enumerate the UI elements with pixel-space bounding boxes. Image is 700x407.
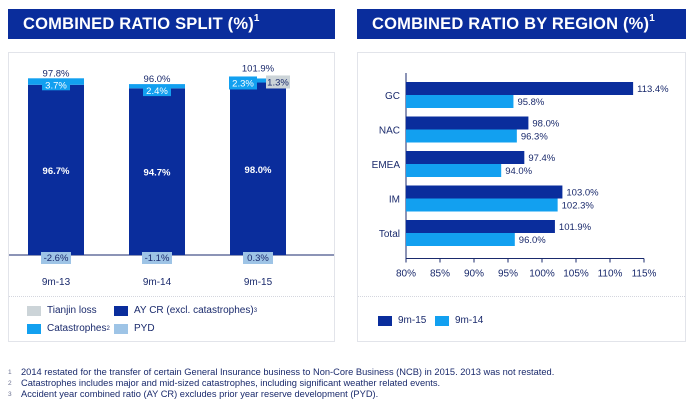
x-tick-label: 95%: [498, 269, 518, 280]
legend-label: Catastrophes: [47, 323, 107, 334]
label-pyd: -2.6%: [44, 253, 69, 264]
right-chart-title: COMBINED RATIO BY REGION (%): [372, 15, 650, 33]
legend-item: AY CR (excl. catastrophes) 3: [114, 305, 257, 316]
y-category-label: GC: [385, 91, 400, 102]
x-tick-label: 9m-13: [42, 277, 71, 288]
combined-ratio-split-panel: 96.7% 3.7% 97.8% -2.6% 9m-13 94.7% 2.4% 96.0% -1…: [8, 52, 335, 342]
label-pyd: -1.1%: [145, 253, 170, 264]
x-tick-label: 9m-14: [143, 277, 172, 288]
value-label-9m-15: 98.0%: [532, 119, 559, 130]
combined-ratio-region-chart: 113.4% 95.8% GC 98.0% 96.3% NAC 97.4% 94.0% EMEA…: [372, 73, 669, 280]
legend-item: Tianjin loss: [27, 305, 97, 316]
bar-catastrophes: [230, 78, 286, 83]
bar-ay-cr: [230, 82, 286, 255]
legend-swatch: [114, 323, 128, 334]
legend-swatch: [27, 323, 41, 334]
x-tick-label: 115%: [632, 269, 657, 280]
bar-9m-14: [406, 198, 558, 212]
left-chart-title-footnote: 1: [253, 13, 260, 24]
legend-label: 9m-15: [398, 315, 427, 326]
legend-swatch: [27, 305, 41, 316]
legend-item: PYD: [114, 323, 155, 334]
legend-label: PYD: [134, 323, 155, 334]
label-total: 101.9%: [242, 63, 275, 74]
label-bg-catastrophes: [229, 76, 257, 90]
bar-ay-cr: [28, 84, 84, 255]
legend-label: Tianjin loss: [47, 305, 97, 316]
x-tick-label: 85%: [430, 269, 450, 280]
legend-item: 9m-14: [435, 315, 483, 326]
bar-ay-cr: [129, 88, 185, 255]
value-label-9m-15: 113.4%: [637, 84, 669, 95]
x-tick-label: 90%: [464, 269, 484, 280]
left-chart-title: COMBINED RATIO SPLIT (%): [23, 15, 254, 33]
x-tick-label: 80%: [396, 269, 416, 280]
legend-footnote: 3: [253, 307, 258, 314]
bar-9m-15: [406, 185, 563, 199]
label-ay-cr: 96.7%: [43, 166, 70, 177]
label-catastrophes: 3.7%: [45, 80, 67, 91]
legend-swatch: [435, 315, 449, 326]
bar-9m-14: [406, 95, 514, 108]
bar-9m-15: [406, 82, 634, 95]
bar-pyd: [142, 252, 172, 264]
x-tick-label: 100%: [529, 269, 555, 280]
value-label-9m-14: 96.3%: [521, 132, 548, 143]
value-label-9m-15: 103.0%: [566, 188, 599, 199]
label-total: 97.8%: [43, 68, 70, 79]
bar-9m-14: [406, 164, 502, 177]
legend-footnote: 2: [106, 325, 110, 332]
value-label-9m-14: 102.3%: [562, 201, 595, 212]
label-total: 96.0%: [144, 74, 171, 85]
bar-pyd: [243, 252, 273, 264]
legend-separator: [9, 296, 334, 297]
label-ay-cr: 98.0%: [245, 165, 272, 176]
right-chart-title-footnote: 1: [649, 13, 656, 24]
bar-tianjin-loss: [266, 75, 290, 89]
label-catastrophes: 2.4%: [146, 86, 168, 97]
footnote-2: 2 Catastrophes includes major and mid-siz…: [8, 378, 441, 388]
combined-ratio-region-panel: 113.4% 95.8% GC 98.0% 96.3% NAC 97.4% 94.0% EMEA…: [357, 52, 686, 342]
x-tick-label: 105%: [563, 269, 589, 280]
label-ay-cr: 94.7%: [144, 168, 171, 179]
value-label-9m-14: 96.0%: [519, 235, 546, 246]
bar-9m-15: [406, 116, 529, 130]
bar-pyd: [41, 252, 71, 264]
legend-label: 9m-14: [455, 315, 484, 326]
y-category-label: Total: [379, 229, 400, 240]
label-tianjin-loss: 1.3%: [267, 77, 289, 88]
bar-9m-14: [406, 233, 515, 246]
right-chart-header: COMBINED RATIO BY REGION (%)1: [357, 9, 686, 39]
legend-swatch: [378, 315, 392, 326]
value-label-9m-15: 97.4%: [528, 153, 555, 164]
label-bg-catastrophes: [42, 79, 70, 91]
label-bg-catastrophes: [143, 85, 171, 97]
footnotes: 1 2014 restated for the transfer of certa…: [8, 367, 554, 400]
footnote-3: 3 Accident year combined ratio (AY CR) ex…: [8, 389, 379, 399]
value-label-9m-14: 94.0%: [505, 166, 532, 177]
value-label-9m-14: 95.8%: [517, 97, 544, 108]
legend-label: AY CR (excl. catastrophes): [134, 305, 254, 316]
legend-separator: [358, 296, 685, 297]
footnote-1: 1 2014 restated for the transfer of certa…: [8, 367, 555, 377]
legend-item: 9m-15: [378, 315, 426, 326]
y-category-label: NAC: [379, 126, 400, 137]
combined-ratio-split-chart: 96.7% 3.7%97.8% -2.6% 9m-13 94.7% 2.4%96.0% -1…: [9, 63, 334, 288]
y-category-label: IM: [389, 195, 400, 206]
x-tick-label: 9m-15: [244, 277, 273, 288]
value-label-9m-15: 101.9%: [559, 222, 592, 233]
legend-item: Catastrophes 2: [27, 323, 110, 334]
legend-swatch: [114, 305, 128, 316]
y-category-label: EMEA: [372, 160, 401, 171]
x-tick-label: 110%: [598, 269, 623, 280]
left-chart-header: COMBINED RATIO SPLIT (%)1: [8, 9, 335, 39]
label-catastrophes: 2.3%: [232, 78, 254, 89]
bar-9m-15: [406, 220, 555, 233]
label-pyd: 0.3%: [247, 253, 269, 264]
bar-9m-14: [406, 129, 517, 143]
bar-9m-15: [406, 151, 525, 164]
